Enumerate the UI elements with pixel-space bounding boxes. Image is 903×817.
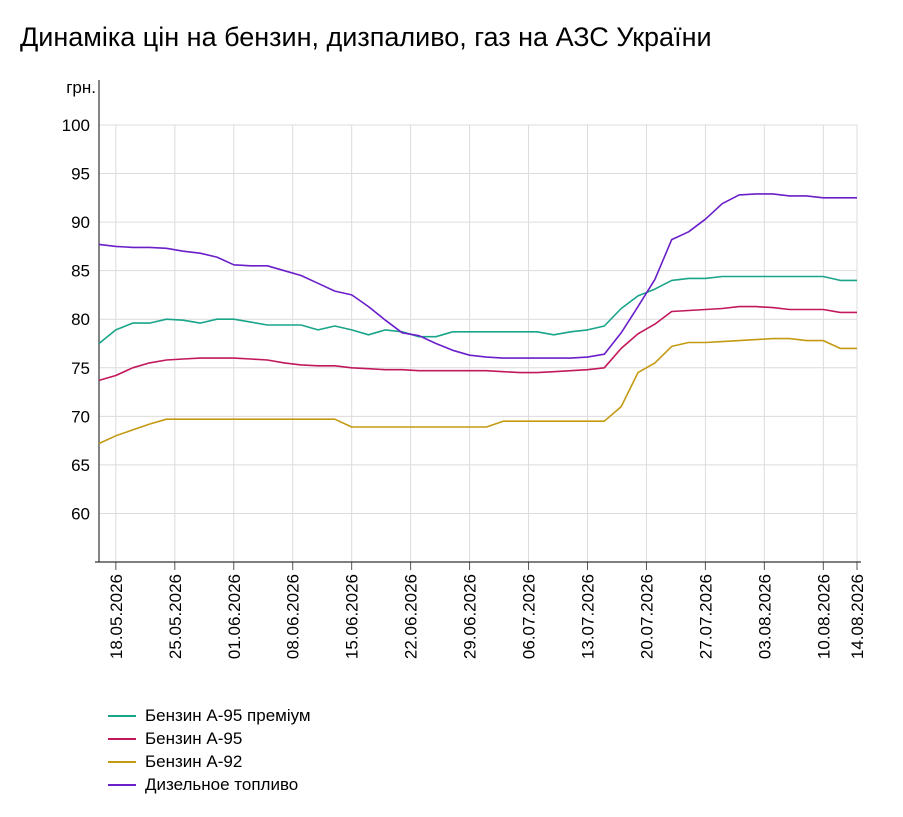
labels-layer: 60 65 70 75 80 85 90 95 100 18.05.2026 25.05.2026 0… [62, 78, 867, 659]
x-tick-label: 25.05.2026 [166, 574, 185, 659]
x-tick-label: 27.07.2026 [696, 574, 715, 659]
legend-swatch [108, 783, 136, 786]
x-tick-label: 08.06.2026 [284, 574, 303, 659]
y-tick-label: 85 [71, 262, 90, 281]
x-tick-label: 18.05.2026 [107, 574, 126, 659]
legend-label: Бензин А-95 [145, 728, 243, 748]
series-line [98, 193, 857, 359]
legend-label: Дизельное топливо [145, 774, 299, 794]
legend-swatch [108, 714, 136, 717]
x-tick-label: 22.06.2026 [402, 574, 421, 659]
series-line [98, 305, 857, 382]
y-tick-label: 75 [71, 359, 90, 378]
chart-title: Динаміка цін на бензин, дизпаливо, газ н… [20, 22, 712, 52]
x-tick-label: 01.06.2026 [225, 574, 244, 659]
legend-label: Бензин А-95 преміум [145, 705, 311, 725]
y-tick-label: 65 [71, 456, 90, 475]
legend-item: Бензин А-95 [108, 727, 311, 750]
x-tick-label: 14.08.2026 [848, 574, 867, 659]
y-tick-label: 80 [71, 310, 90, 329]
series-line [98, 337, 857, 445]
y-tick-label: 100 [62, 116, 90, 135]
y-tick-label: 90 [71, 213, 90, 232]
lines-layer [98, 193, 857, 445]
x-tick-label: 15.06.2026 [343, 574, 362, 659]
y-tick-label: 60 [71, 504, 90, 523]
legend: Бензин А-95 преміум Бензин А-95 Бензин А-9… [108, 704, 311, 796]
y-tick-label: 70 [71, 407, 90, 426]
x-tick-label: 10.08.2026 [814, 574, 833, 659]
y-axis-label: грн. [66, 78, 96, 97]
axes-layer [95, 80, 861, 570]
grid-layer [99, 124, 858, 562]
y-tick-label: 95 [71, 165, 90, 184]
x-tick-label: 29.06.2026 [461, 574, 480, 659]
legend-item: Дизельное топливо [108, 773, 311, 796]
x-tick-label: 20.07.2026 [637, 574, 656, 659]
x-tick-label: 03.08.2026 [755, 574, 774, 659]
legend-swatch [108, 737, 136, 740]
legend-item: Бензин А-92 [108, 750, 311, 773]
legend-swatch [108, 760, 136, 763]
legend-label: Бензин А-92 [145, 751, 243, 771]
x-tick-label: 06.07.2026 [520, 574, 539, 659]
legend-item: Бензин А-95 преміум [108, 704, 311, 727]
series-line [98, 275, 857, 345]
x-tick-label: 13.07.2026 [578, 574, 597, 659]
